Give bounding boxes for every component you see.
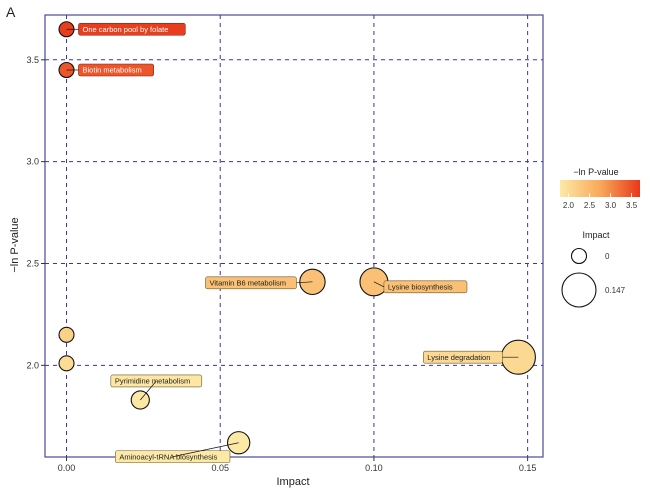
- point-labels: One carbon pool by folate Biotin metaboli…: [66, 22, 519, 464]
- point-label-text: Pyrimidine metabolism: [115, 377, 190, 386]
- color-legend: −ln P-value 2.0 2.5 3.0 3.5: [560, 167, 640, 210]
- size-legend-label: 0.147: [605, 286, 626, 295]
- point-label-text: Vitamin B6 metabolism: [209, 279, 286, 288]
- plot-frame: [44, 14, 544, 458]
- point-label: Aminoacyl-tRNA biosynthesis: [115, 442, 239, 464]
- color-legend-tick: 2.0: [563, 201, 575, 210]
- size-legend-circle: [570, 247, 588, 265]
- point-label-text: One carbon pool by folate: [83, 25, 169, 34]
- color-legend-tick: 2.5: [584, 201, 596, 210]
- color-legend-tick: 3.0: [605, 201, 617, 210]
- y-axis-title: −ln P-value: [9, 217, 21, 272]
- label-connector: [172, 442, 239, 458]
- grid-lines: [45, 15, 543, 457]
- size-legend-circle: [561, 272, 597, 308]
- size-legend: Impact 0 0.147: [561, 230, 626, 308]
- point-label: Pyrimidine metabolism: [110, 374, 203, 401]
- point-label-text: Aminoacyl-tRNA biosynthesis: [119, 452, 217, 461]
- x-axis-title: Impact: [276, 476, 309, 488]
- x-tick-label: 0.15: [519, 463, 537, 473]
- point-label: Vitamin B6 metabolism: [205, 276, 313, 290]
- y-tick-label: 2.0: [26, 360, 39, 370]
- bubble: [58, 355, 75, 372]
- label-connector: [373, 281, 385, 288]
- point-label: Biotin metabolism: [66, 63, 154, 77]
- panel-label: A: [6, 4, 16, 20]
- label-connector: [140, 380, 157, 401]
- x-tick-label: 0.00: [58, 463, 76, 473]
- point-label-text: Lysine biosynthesis: [388, 283, 453, 292]
- x-axis-ticks: 0.00 0.05 0.10 0.15: [58, 457, 537, 473]
- x-tick-label: 0.05: [211, 463, 229, 473]
- point-label: Lysine degradation: [423, 350, 519, 364]
- point-label: One carbon pool by folate: [66, 22, 186, 36]
- color-legend-tick: 3.5: [626, 201, 638, 210]
- point-label-text: Biotin metabolism: [83, 66, 142, 75]
- y-axis-ticks: 2.0 2.5 3.0 3.5: [26, 55, 45, 370]
- color-legend-bar: [560, 180, 640, 197]
- y-tick-label: 3.0: [26, 157, 39, 167]
- color-legend-title: −ln P-value: [573, 167, 618, 177]
- y-tick-label: 2.5: [26, 258, 39, 268]
- plot-area: [44, 14, 544, 458]
- label-connector: [296, 281, 313, 284]
- point-label: Lysine biosynthesis: [373, 280, 468, 294]
- bubble: [58, 326, 75, 343]
- size-legend-title: Impact: [582, 230, 610, 240]
- point-label-text: Lysine degradation: [427, 353, 490, 362]
- size-legend-label: 0: [605, 252, 610, 261]
- x-tick-label: 0.10: [365, 463, 383, 473]
- y-tick-label: 3.5: [26, 55, 39, 65]
